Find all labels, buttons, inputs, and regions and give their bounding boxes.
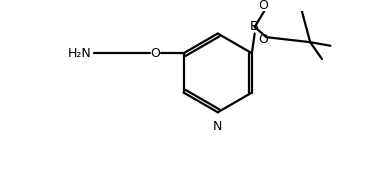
Text: N: N (213, 120, 223, 133)
Text: B: B (250, 20, 259, 33)
Text: O: O (258, 0, 268, 12)
Text: O: O (258, 33, 268, 46)
Text: H₂N: H₂N (68, 47, 92, 60)
Text: O: O (151, 47, 161, 60)
